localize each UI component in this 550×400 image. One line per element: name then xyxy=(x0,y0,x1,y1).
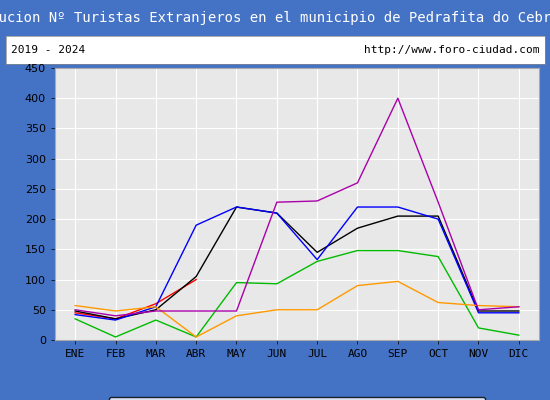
Text: 2019 - 2024: 2019 - 2024 xyxy=(11,45,85,55)
Text: http://www.foro-ciudad.com: http://www.foro-ciudad.com xyxy=(364,45,539,55)
Text: Evolucion Nº Turistas Extranjeros en el municipio de Pedrafita do Cebreiro: Evolucion Nº Turistas Extranjeros en el … xyxy=(0,11,550,25)
Legend: 2024, 2023, 2022, 2021, 2020, 2019: 2024, 2023, 2022, 2021, 2020, 2019 xyxy=(109,397,485,400)
